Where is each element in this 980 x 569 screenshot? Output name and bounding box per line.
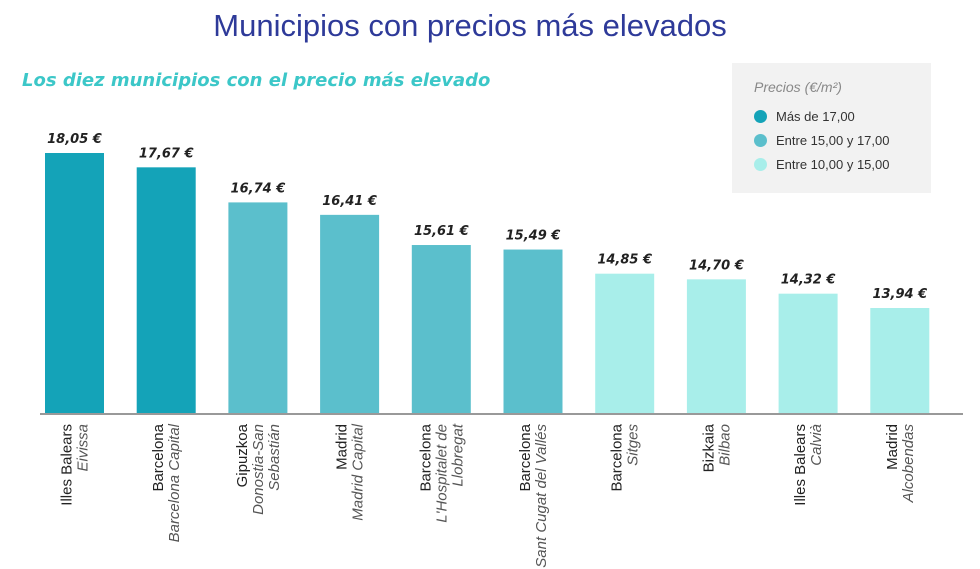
category-province: Bizkaia	[700, 423, 717, 472]
bar	[595, 273, 655, 414]
legend-item-low: Entre 10,00 y 15,00	[754, 157, 889, 175]
data-label: 16,74 €	[231, 181, 286, 196]
data-label: 15,49 €	[506, 229, 561, 244]
category-municipality: Sant Cugat del Vallés	[533, 424, 550, 568]
bar	[411, 245, 471, 414]
bar	[320, 214, 380, 414]
bar	[870, 308, 930, 414]
category-municipality: Bilbao	[716, 424, 733, 466]
category-label: Barcelona Sitges	[609, 423, 642, 491]
bar	[503, 249, 563, 414]
legend-item-mid: Entre 15,00 y 17,00	[754, 133, 889, 151]
category-province: Barcelona	[517, 423, 534, 491]
bar	[45, 153, 104, 414]
data-label: 13,94 €	[872, 287, 927, 302]
legend-title: Precios (€/m²)	[754, 79, 842, 95]
category-province: Barcelona	[150, 423, 167, 491]
category-label: Madrid Alcobendas	[884, 424, 917, 504]
category-province: Barcelona	[609, 423, 626, 491]
category-province: Illes Balears	[59, 424, 76, 506]
data-label: 18,05 €	[47, 132, 102, 147]
bar	[686, 279, 746, 414]
category-label: Madrid Madrid Capital	[334, 423, 367, 520]
chart-title: Municipios con precios más elevados	[213, 8, 727, 43]
category-municipality: Madrid Capital	[350, 423, 367, 520]
bar	[778, 293, 838, 414]
chart-subtitle: Los diez municipios con el precio más el…	[22, 70, 491, 91]
data-label: 14,85 €	[597, 253, 652, 268]
category-municipality: Sitges	[625, 424, 642, 466]
data-label: 16,41 €	[322, 194, 377, 209]
category-municipality: Sebastián	[266, 424, 283, 491]
legend-item-high: Más de 17,00	[754, 109, 855, 127]
legend-swatch-high	[754, 110, 767, 123]
legend: Precios (€/m²) Más de 17,00 Entre 15,00 …	[732, 63, 931, 193]
category-province: Illes Balears	[792, 424, 809, 506]
category-municipality: Barcelona Capital	[166, 423, 183, 542]
bar	[136, 167, 196, 414]
legend-label-mid: Entre 15,00 y 17,00	[776, 133, 890, 148]
category-province: Barcelona	[417, 423, 434, 491]
data-label: 14,32 €	[781, 273, 836, 288]
category-label: Illes Balears Calvià	[792, 424, 825, 506]
legend-swatch-mid	[754, 134, 767, 147]
data-label: 17,67 €	[139, 146, 194, 161]
data-label: 14,70 €	[689, 258, 744, 273]
category-province: Madrid	[334, 424, 351, 470]
category-municipality: Alcobendas	[900, 424, 917, 504]
legend-label-low: Entre 10,00 y 15,00	[776, 157, 890, 172]
category-province: Madrid	[884, 424, 901, 470]
category-municipality: Calvià	[808, 424, 825, 466]
category-municipality: L'Hospitalet de	[433, 424, 450, 523]
bar	[228, 202, 288, 414]
category-label: Illes Balears Eivissa	[59, 424, 92, 506]
category-label: Bizkaia Bilbao	[700, 423, 733, 472]
category-label: Barcelona Sant Cugat del Vallés	[517, 423, 550, 567]
category-municipality: Eivissa	[75, 424, 92, 472]
category-label: Barcelona L'Hospitalet de Llobregat	[417, 423, 466, 523]
legend-label-high: Más de 17,00	[776, 109, 855, 124]
category-municipality: Llobregat	[449, 423, 466, 486]
legend-swatch-low	[754, 158, 767, 171]
category-municipality: Donostia-San	[250, 424, 267, 515]
category-label: Gipuzkoa Donostia-San Sebastián	[234, 423, 283, 515]
category-province: Gipuzkoa	[234, 423, 251, 487]
data-label: 15,61 €	[414, 224, 469, 239]
category-label: Barcelona Barcelona Capital	[150, 423, 183, 542]
